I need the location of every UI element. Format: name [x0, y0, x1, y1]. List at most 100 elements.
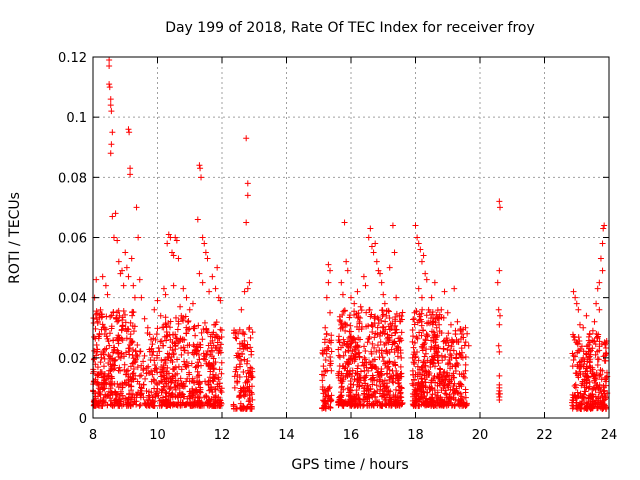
data-point: [410, 393, 417, 400]
data-point: [373, 398, 380, 405]
data-point: [130, 282, 137, 289]
data-point: [173, 401, 180, 408]
data-point: [409, 338, 416, 345]
data-point: [374, 369, 381, 376]
data-point: [428, 394, 435, 401]
data-point: [148, 368, 155, 375]
data-point: [432, 342, 439, 349]
data-point: [184, 319, 191, 326]
data-point: [241, 404, 248, 411]
data-point: [193, 363, 200, 370]
data-point: [183, 294, 190, 301]
data-point: [435, 315, 442, 322]
data-point: [319, 371, 326, 378]
data-point: [179, 382, 186, 389]
data-point: [355, 326, 362, 333]
data-point: [207, 368, 214, 375]
data-point: [162, 291, 169, 298]
data-point: [345, 361, 352, 368]
data-point: [212, 386, 219, 393]
data-point: [246, 324, 253, 331]
data-point: [247, 344, 254, 351]
data-point: [104, 335, 111, 342]
data-point: [414, 335, 421, 342]
data-point: [599, 267, 606, 274]
data-point: [325, 392, 332, 399]
data-point: [153, 331, 160, 338]
data-point: [151, 357, 158, 364]
data-point: [373, 382, 380, 389]
data-point: [495, 342, 502, 349]
data-point: [91, 355, 98, 362]
data-point: [108, 323, 115, 330]
data-point: [393, 372, 400, 379]
data-point: [184, 375, 191, 382]
data-point: [454, 360, 461, 367]
data-point: [154, 381, 161, 388]
data-point: [111, 357, 118, 364]
data-point: [111, 365, 118, 372]
data-point: [571, 383, 578, 390]
data-point: [419, 344, 426, 351]
data-point: [600, 225, 607, 232]
data-point: [579, 378, 586, 385]
data-point: [392, 386, 399, 393]
data-point: [457, 380, 464, 387]
x-tick-label: 8: [89, 428, 97, 443]
data-point: [436, 380, 443, 387]
data-point: [445, 402, 452, 409]
data-point: [136, 402, 143, 409]
data-point: [327, 398, 334, 405]
data-point: [149, 352, 156, 359]
data-point: [150, 402, 157, 409]
data-point: [586, 348, 593, 355]
data-point: [356, 318, 363, 325]
data-point: [355, 395, 362, 402]
data-point: [110, 234, 117, 241]
data-point: [456, 350, 463, 357]
data-point: [424, 332, 431, 339]
data-point: [386, 402, 393, 409]
data-point: [232, 334, 239, 341]
data-point: [109, 213, 116, 220]
data-point: [164, 398, 171, 405]
data-point: [233, 364, 240, 371]
data-point: [201, 319, 208, 326]
data-point: [588, 347, 595, 354]
data-point: [435, 345, 442, 352]
data-point: [215, 374, 222, 381]
data-point: [237, 363, 244, 370]
data-point: [593, 300, 600, 307]
data-point: [172, 380, 179, 387]
data-point: [116, 312, 123, 319]
data-point: [122, 319, 129, 326]
data-point: [398, 329, 405, 336]
data-point: [369, 323, 376, 330]
data-point: [342, 374, 349, 381]
data-point: [123, 401, 130, 408]
data-point: [240, 392, 247, 399]
data-point: [453, 351, 460, 358]
data-point: [169, 366, 176, 373]
data-point: [435, 360, 442, 367]
data-point: [198, 174, 205, 181]
data-point: [441, 368, 448, 375]
data-point: [496, 348, 503, 355]
data-point: [134, 353, 141, 360]
data-point: [107, 401, 114, 408]
data-point: [496, 204, 503, 211]
data-point: [142, 375, 149, 382]
data-point: [428, 377, 435, 384]
x-tick-label: 10: [149, 428, 166, 443]
data-point: [127, 363, 134, 370]
data-point: [336, 394, 343, 401]
data-point: [496, 387, 503, 394]
data-point: [107, 102, 114, 109]
data-point: [97, 306, 104, 313]
data-point: [445, 380, 452, 387]
data-point: [458, 331, 465, 338]
data-point: [177, 303, 184, 310]
data-point: [101, 371, 108, 378]
data-point: [458, 383, 465, 390]
data-point: [125, 367, 132, 374]
